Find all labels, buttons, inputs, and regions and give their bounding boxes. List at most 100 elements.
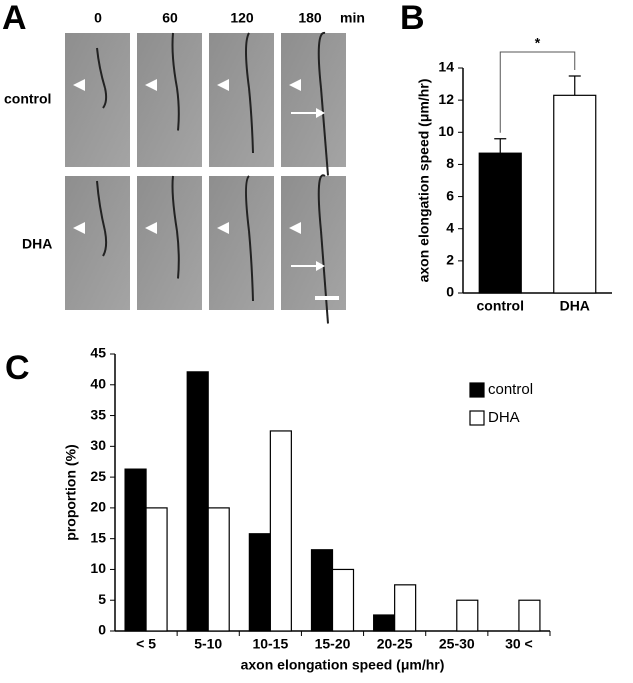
- bar: [310, 549, 334, 632]
- axon: [102, 230, 108, 257]
- legend-swatch: [469, 410, 485, 426]
- micrograph: [209, 176, 274, 310]
- axon: [245, 175, 250, 232]
- axon: [176, 230, 180, 279]
- axon: [320, 87, 329, 176]
- legend-label: control: [488, 381, 533, 398]
- axon: [96, 47, 106, 89]
- time-unit: min: [340, 10, 365, 26]
- x-tick-label: 30 <: [505, 636, 533, 652]
- y-axis-label: axon elongation speed (μm/hr): [416, 79, 432, 283]
- panel-label: C: [5, 349, 30, 387]
- x-tick-label: 20-25: [377, 636, 413, 652]
- y-tick-label: 35: [90, 406, 106, 422]
- x-axis-label: axon elongation speed (μm/hr): [241, 657, 445, 673]
- axon: [317, 174, 326, 232]
- y-tick-label: 10: [90, 560, 106, 576]
- micrograph: [281, 176, 346, 310]
- micrograph: [209, 33, 274, 167]
- arrow-head: [316, 108, 325, 118]
- y-tick-label: 20: [90, 499, 106, 515]
- bar: [124, 468, 147, 632]
- bar: [331, 568, 355, 632]
- y-tick-label: 14: [438, 59, 454, 75]
- arrowhead: [217, 79, 229, 91]
- axon: [171, 175, 178, 232]
- axon: [245, 32, 250, 89]
- x-tick-label: DHA: [560, 298, 590, 314]
- axon: [317, 32, 326, 89]
- time-label: 180: [298, 10, 322, 26]
- y-tick-label: 6: [446, 187, 454, 203]
- axon: [171, 32, 178, 89]
- y-tick-label: 25: [90, 468, 106, 484]
- row-label: DHA: [22, 236, 52, 252]
- bar: [248, 533, 271, 632]
- y-tick-label: 8: [446, 155, 454, 171]
- bar: [478, 152, 522, 294]
- scale-bar: [315, 296, 339, 300]
- y-tick-label: 30: [90, 437, 106, 453]
- row-label: control: [4, 91, 51, 107]
- axon: [102, 87, 108, 109]
- bar: [186, 371, 209, 632]
- arrowhead: [73, 222, 85, 234]
- y-tick-label: 10: [438, 123, 454, 139]
- y-tick-label: 4: [446, 219, 454, 235]
- micrograph: [137, 33, 202, 167]
- axon: [320, 230, 329, 324]
- time-label: 0: [94, 10, 102, 26]
- bar: [553, 94, 597, 294]
- y-tick-label: 0: [446, 284, 454, 300]
- axon: [248, 230, 254, 302]
- x-tick-label: control: [477, 298, 524, 314]
- time-label: 120: [230, 10, 254, 26]
- panel-label: A: [2, 0, 27, 37]
- annotation: *: [535, 35, 541, 51]
- y-tick-label: 15: [90, 529, 106, 545]
- error-bar: [568, 75, 581, 96]
- x-tick-label: < 5: [136, 636, 156, 652]
- y-axis-label: proportion (%): [63, 444, 79, 540]
- significance-bracket: [499, 51, 576, 133]
- legend-swatch: [469, 382, 485, 398]
- panel-label: B: [400, 0, 425, 37]
- bar: [394, 584, 417, 632]
- y-tick-label: 40: [90, 375, 106, 391]
- x-tick-label: 5-10: [194, 636, 222, 652]
- bar: [518, 599, 541, 632]
- arrowhead: [73, 79, 85, 91]
- bar: [145, 507, 168, 632]
- arrow-head: [316, 261, 325, 271]
- bar: [373, 614, 396, 632]
- axon: [248, 87, 254, 154]
- y-tick-label: 2: [446, 252, 454, 268]
- panel-a: A 0 60 120 180 min control DHA: [2, 0, 365, 324]
- arrowhead: [289, 222, 301, 234]
- time-label: 60: [162, 10, 178, 26]
- error-bar: [494, 138, 507, 154]
- micrograph: [281, 33, 346, 167]
- x-tick-label: 15-20: [315, 636, 351, 652]
- axon: [176, 87, 180, 131]
- x-tick-label: 10-15: [252, 636, 288, 652]
- bar: [456, 599, 479, 632]
- x-tick-label: 25-30: [439, 636, 475, 652]
- panel-b: B 0 2 4 6 8 10 12 14 axon elongation speed (μm/hr…: [400, 0, 612, 314]
- micrograph: [65, 176, 130, 310]
- y-tick-label: 12: [438, 91, 454, 107]
- arrowhead: [145, 222, 157, 234]
- arrowhead: [145, 79, 157, 91]
- y-tick-label: 45: [90, 345, 106, 361]
- legend-label: DHA: [488, 409, 520, 426]
- y-tick-label: 5: [98, 591, 106, 607]
- arrowhead: [217, 222, 229, 234]
- bar: [269, 430, 292, 632]
- panel-c: C 0 5 10 15 20 25 30 35 40 45 proportion (%) axon el…: [5, 345, 551, 673]
- arrowhead: [289, 79, 301, 91]
- y-tick-label: 0: [98, 622, 106, 638]
- micrograph: [137, 176, 202, 310]
- axon: [96, 180, 106, 232]
- bar: [207, 507, 230, 632]
